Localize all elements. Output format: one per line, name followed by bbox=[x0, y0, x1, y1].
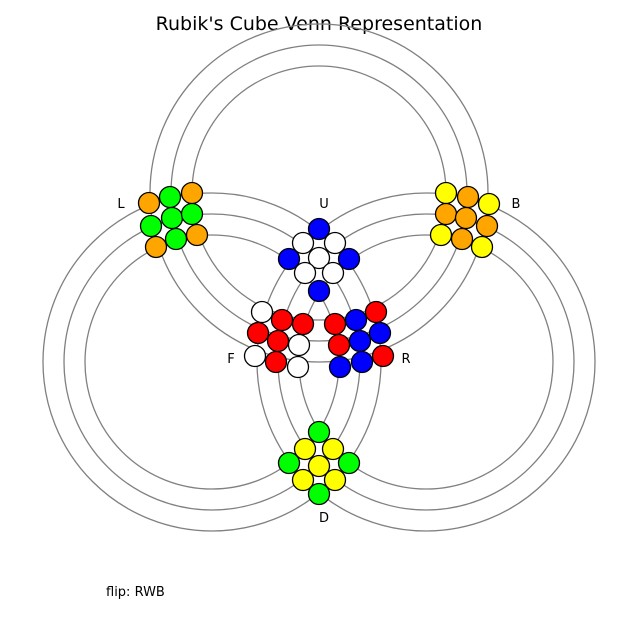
sticker-l-3-orange bbox=[180, 181, 204, 205]
sticker-u-7-white bbox=[293, 261, 317, 285]
sticker-r-6-blue bbox=[368, 321, 392, 345]
face-label-d: D bbox=[319, 511, 329, 526]
sticker-u-6-blue bbox=[337, 247, 361, 271]
sticker-r-2-blue bbox=[344, 308, 368, 332]
sticker-d-7-yellow bbox=[291, 468, 315, 492]
sticker-f-9-white bbox=[286, 355, 310, 379]
face-b: B bbox=[429, 181, 521, 259]
sticker-u-4-blue bbox=[277, 247, 301, 271]
face-label-l: L bbox=[117, 197, 125, 212]
sticker-d-8-yellow bbox=[323, 468, 347, 492]
sticker-b-4-orange bbox=[434, 202, 458, 226]
sticker-r-4-red bbox=[327, 333, 351, 357]
sticker-l-4-green bbox=[139, 214, 163, 238]
sticker-f-5-red bbox=[266, 329, 290, 353]
sticker-f-7-white bbox=[243, 344, 267, 368]
sticker-f-3-red bbox=[291, 312, 315, 336]
sticker-b-3-yellow bbox=[477, 192, 501, 216]
sticker-l-2-green bbox=[158, 185, 182, 209]
sticker-r-8-blue bbox=[350, 350, 374, 374]
sticker-d-2-yellow bbox=[293, 437, 317, 461]
face-label-u: U bbox=[319, 197, 329, 212]
sticker-f-1-white bbox=[250, 300, 274, 324]
sticker-f-2-red bbox=[270, 308, 294, 332]
sticker-u-2-white bbox=[291, 231, 315, 255]
sticker-l-5-green bbox=[160, 206, 184, 230]
sticker-b-8-orange bbox=[450, 227, 474, 251]
sticker-l-1-orange bbox=[137, 191, 161, 215]
sticker-u-1-blue bbox=[307, 217, 331, 241]
sticker-l-9-orange bbox=[185, 223, 209, 247]
sticker-r-1-red bbox=[323, 312, 347, 336]
sticker-f-4-red bbox=[246, 321, 270, 345]
face-u: U bbox=[277, 197, 361, 303]
sticker-d-9-green bbox=[307, 482, 331, 506]
flip-caption: flip: RWB bbox=[106, 585, 165, 600]
sticker-b-2-orange bbox=[456, 185, 480, 209]
sticker-u-8-white bbox=[321, 261, 345, 285]
sticker-r-7-blue bbox=[328, 355, 352, 379]
face-label-f: F bbox=[227, 352, 234, 367]
sticker-b-6-orange bbox=[475, 214, 499, 238]
face-label-b: B bbox=[512, 197, 521, 212]
face-d: D bbox=[277, 420, 361, 526]
sticker-l-8-green bbox=[164, 227, 188, 251]
sticker-b-1-yellow bbox=[434, 181, 458, 205]
face-l: L bbox=[117, 181, 209, 259]
sticker-r-3-red bbox=[364, 300, 388, 324]
sticker-u-5-white bbox=[307, 246, 331, 270]
sticker-l-7-orange bbox=[144, 235, 168, 259]
face-label-r: R bbox=[401, 352, 410, 367]
sticker-l-6-green bbox=[180, 202, 204, 226]
sticker-d-4-green bbox=[277, 451, 301, 475]
sticker-f-8-red bbox=[264, 350, 288, 374]
cube-faces: U L B F R D bbox=[117, 181, 521, 526]
sticker-r-5-blue bbox=[348, 329, 372, 353]
face-r: R bbox=[323, 300, 411, 379]
sticker-d-5-yellow bbox=[307, 454, 331, 478]
sticker-r-9-red bbox=[371, 344, 395, 368]
sticker-d-6-green bbox=[337, 451, 361, 475]
sticker-d-1-green bbox=[307, 420, 331, 444]
sticker-b-9-yellow bbox=[470, 235, 494, 259]
sticker-f-6-white bbox=[287, 333, 311, 357]
sticker-u-3-white bbox=[323, 231, 347, 255]
sticker-u-9-blue bbox=[307, 279, 331, 303]
sticker-d-3-yellow bbox=[321, 437, 345, 461]
sticker-b-5-orange bbox=[454, 206, 478, 230]
face-f: F bbox=[227, 300, 315, 379]
sticker-b-7-yellow bbox=[429, 223, 453, 247]
